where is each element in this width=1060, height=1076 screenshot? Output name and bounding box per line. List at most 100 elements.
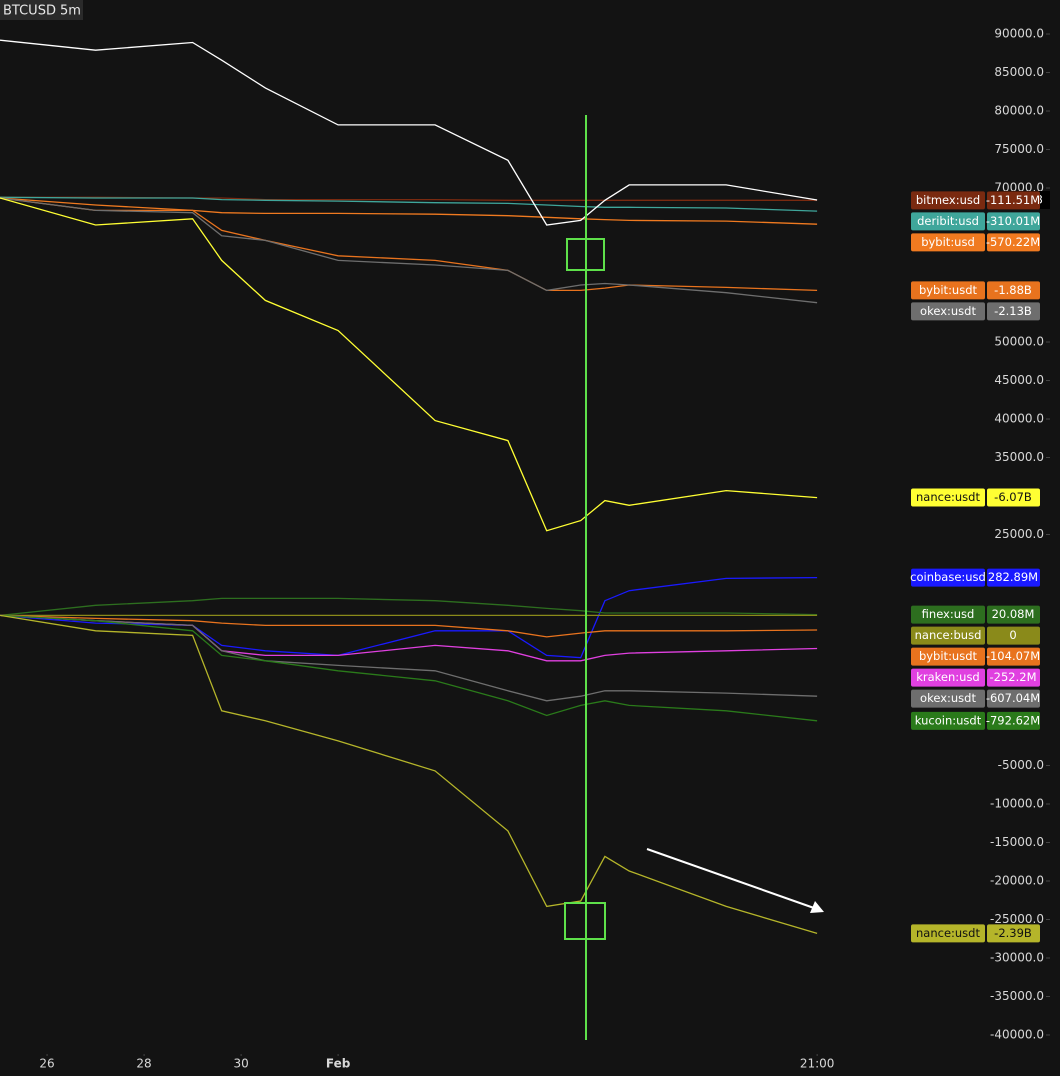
badge-name-box xyxy=(911,689,985,708)
badge-name: coinbase:usd xyxy=(910,570,986,584)
highlight-box xyxy=(566,238,605,271)
y-tick-label: 90000.0 xyxy=(994,27,1044,41)
y-tick-label: -30000.0 xyxy=(990,950,1044,964)
lines xyxy=(0,39,818,935)
y-tick-label: -35000.0 xyxy=(990,989,1044,1003)
badge-name-box xyxy=(911,668,985,687)
title-box xyxy=(0,0,83,20)
badge-name: kucoin:usdt xyxy=(915,713,982,727)
badge-name-box xyxy=(911,568,985,587)
badge-name: nance:usdt xyxy=(916,490,980,504)
badge-value: 20.08M xyxy=(992,607,1035,621)
arrow-head xyxy=(810,901,824,913)
badge-name: kraken:usd xyxy=(916,670,980,684)
y-tick-label: 25000.0 xyxy=(994,527,1044,541)
y-tick-label: -10000.0 xyxy=(990,796,1044,810)
badge-value: -570.22M xyxy=(986,235,1040,249)
badge-value: 282.89M xyxy=(988,570,1038,584)
badge-name-box xyxy=(911,302,985,321)
badge-value: -252.2M xyxy=(990,670,1037,684)
series-line xyxy=(0,197,818,532)
badge-value-box xyxy=(987,689,1040,708)
badge-value-box xyxy=(987,647,1040,666)
badge-value-box xyxy=(987,924,1040,943)
badge-value: -2.13B xyxy=(994,304,1032,318)
series-line xyxy=(0,614,818,702)
x-tick-label: 26 xyxy=(39,1057,54,1071)
badge-value-box xyxy=(987,668,1040,687)
badge-value: -2.39B xyxy=(994,926,1032,940)
x-tick-label: 28 xyxy=(136,1057,151,1071)
badge-value-box xyxy=(987,488,1040,507)
badge-name: nance:busd xyxy=(915,628,982,642)
badge-value: -1.88B xyxy=(994,283,1032,297)
badge-value: -792.62M xyxy=(986,713,1040,727)
badge-value-box xyxy=(987,711,1040,730)
trend-arrow xyxy=(646,848,815,909)
badge-name-box xyxy=(911,647,985,666)
badge-name-box xyxy=(911,212,985,231)
series-line xyxy=(0,197,818,225)
badge-value: -104.07M xyxy=(986,649,1040,663)
badge-name-box xyxy=(911,605,985,624)
y-tick-label: 35000.0 xyxy=(994,450,1044,464)
series-line xyxy=(0,576,818,659)
y-tick-label: -40000.0 xyxy=(990,1027,1044,1041)
y-tick-label: -20000.0 xyxy=(990,873,1044,887)
highlight-box xyxy=(564,902,606,940)
series-line xyxy=(0,197,818,304)
axes: 90000.085000.080000.075000.070000.050000… xyxy=(39,27,1050,1071)
series-line xyxy=(0,614,818,638)
badge-value-box xyxy=(987,605,1040,624)
badge-name-box xyxy=(911,233,985,252)
badge-value: -111.51M xyxy=(986,193,1040,207)
badge-name-box xyxy=(911,191,985,210)
badge-value: -310.01M xyxy=(986,214,1040,228)
price-line xyxy=(0,39,818,226)
y-tick-label: -25000.0 xyxy=(990,912,1044,926)
badge-value-box xyxy=(987,281,1040,300)
y-tick-label: -15000.0 xyxy=(990,835,1044,849)
badge-name: deribit:usd xyxy=(917,214,979,228)
badge-name-box xyxy=(911,711,985,730)
chart-title: BTCUSD xyxy=(3,4,56,19)
y-tick-label: -5000.0 xyxy=(998,758,1044,772)
series-line xyxy=(0,614,818,722)
badge-value-box xyxy=(987,233,1040,252)
badge-value: 0 xyxy=(1009,628,1016,642)
y-tick-label: 85000.0 xyxy=(994,65,1044,79)
y-tick-label: 75000.0 xyxy=(994,142,1044,156)
badge-name-box xyxy=(911,626,985,645)
series-line xyxy=(0,614,818,935)
badges: 68447.8bitmex:usd-111.51Mderibit:usd-310… xyxy=(910,190,1050,943)
badge-value-box xyxy=(987,191,1040,210)
y-tick-label: 40000.0 xyxy=(994,412,1044,426)
badge-value-box xyxy=(987,568,1040,587)
x-tick-label: 30 xyxy=(233,1057,248,1071)
badge-name: bybit:usdt xyxy=(919,649,978,663)
series-line xyxy=(0,597,818,617)
badge-value-box xyxy=(987,212,1040,231)
badge-name: nance:usdt xyxy=(916,926,980,940)
badge-name-box xyxy=(911,281,985,300)
badge-name: okex:usdt xyxy=(920,691,976,705)
x-tick-label: Feb xyxy=(326,1057,351,1071)
badge-name-box xyxy=(911,488,985,507)
y-tick-label: 80000.0 xyxy=(994,104,1044,118)
badge-value-box xyxy=(987,302,1040,321)
y-tick-label: 50000.0 xyxy=(994,335,1044,349)
series-line xyxy=(0,196,818,212)
badge-name: bybit:usdt xyxy=(919,283,978,297)
badge-name: okex:usdt xyxy=(920,304,976,318)
series-line xyxy=(0,197,818,292)
badge-name: finex:usd xyxy=(922,607,975,621)
y-tick-label: 45000.0 xyxy=(994,373,1044,387)
annotations xyxy=(564,115,824,1040)
badge-value: -6.07B xyxy=(994,490,1032,504)
x-tick-label: 21:00 xyxy=(800,1057,835,1071)
badge-name-box xyxy=(911,924,985,943)
badge-value: -607.04M xyxy=(986,691,1040,705)
badge-name: bitmex:usd xyxy=(916,193,980,207)
